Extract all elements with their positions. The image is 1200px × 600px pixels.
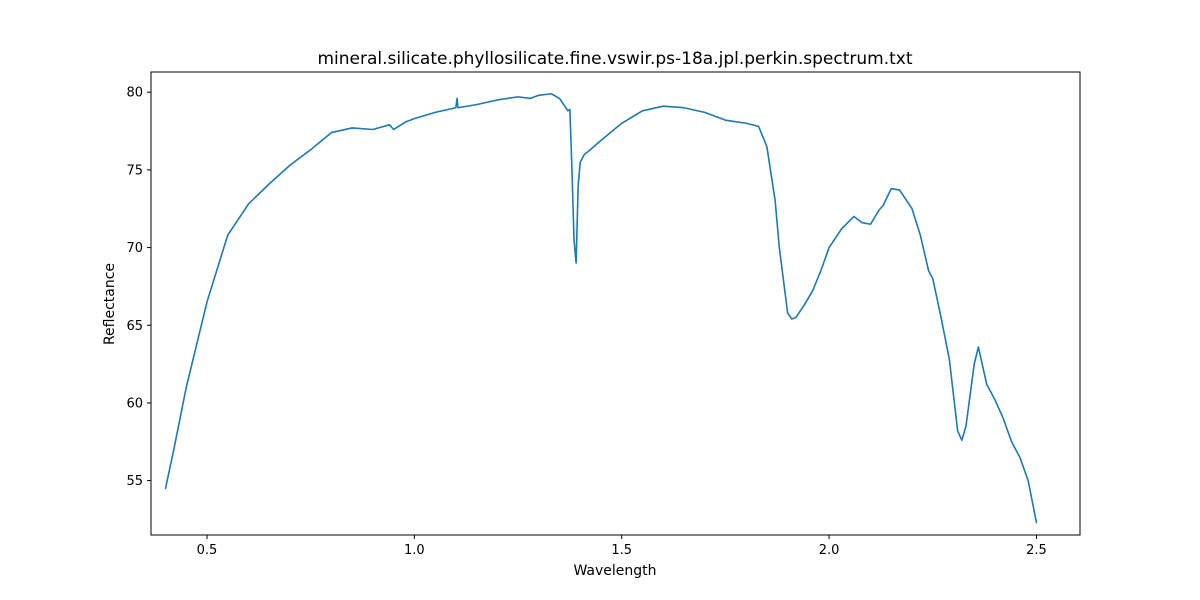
plot-frame xyxy=(150,71,1081,536)
x-tick-label: 1.0 xyxy=(404,543,425,558)
x-axis-label: Wavelength xyxy=(573,563,656,579)
chart-title: mineral.silicate.phyllosilicate.fine.vsw… xyxy=(318,49,913,69)
y-axis-label: Reflectance xyxy=(102,263,118,345)
y-axis: 55 60 65 70 75 80 xyxy=(126,86,151,489)
y-tick-label: 70 xyxy=(126,241,143,256)
y-tick-label: 65 xyxy=(126,319,143,334)
x-tick-label: 2.0 xyxy=(819,543,840,558)
plot-area xyxy=(150,71,1081,536)
x-axis: 0.5 1.0 1.5 2.0 2.5 xyxy=(197,535,1047,558)
y-tick-label: 55 xyxy=(126,474,143,489)
x-tick-label: 1.5 xyxy=(611,543,632,558)
series-line-0 xyxy=(164,92,1038,524)
y-tick-label: 75 xyxy=(126,163,143,178)
y-tick-label: 60 xyxy=(126,396,143,411)
y-tick-label: 80 xyxy=(126,86,143,101)
x-tick-label: 0.5 xyxy=(197,543,218,558)
x-tick-label: 2.5 xyxy=(1026,543,1047,558)
